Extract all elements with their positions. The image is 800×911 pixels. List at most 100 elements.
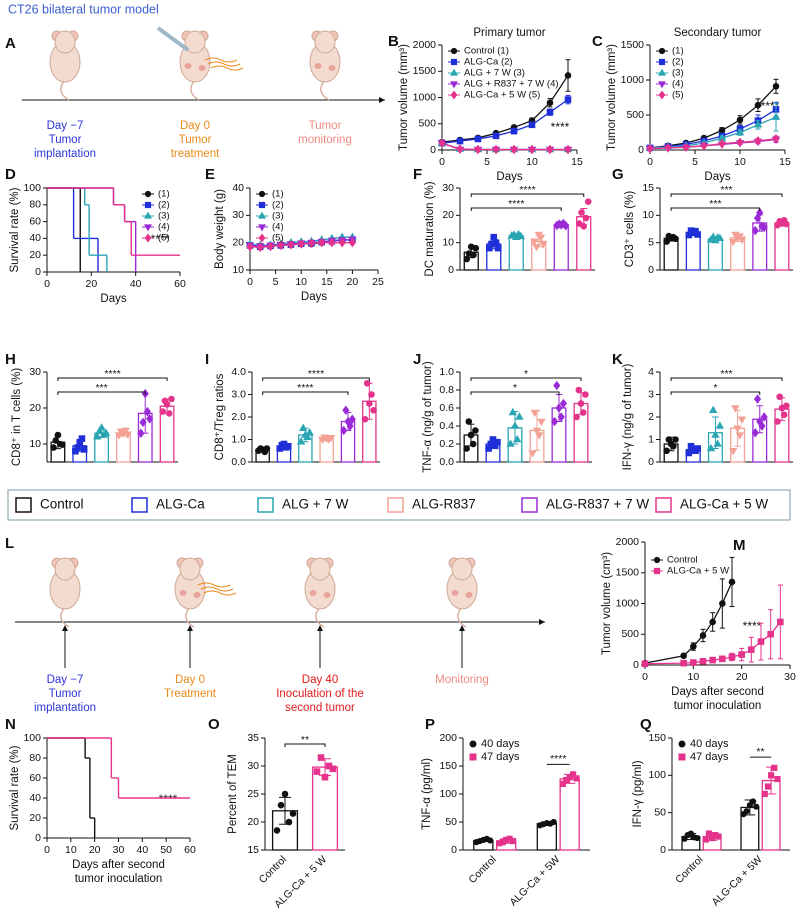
data-point [512, 434, 522, 443]
y-tick-label: 0.8 [439, 384, 454, 396]
data-point [664, 143, 672, 153]
significance-bracket [670, 377, 783, 381]
stage-label: implantation [34, 702, 96, 714]
y-tick-label: 15 [642, 182, 654, 194]
data-point [751, 225, 759, 236]
y-tick-label: 80 [29, 199, 41, 211]
y-tick-label: 35 [247, 732, 259, 744]
legend-label: (4) [158, 222, 170, 233]
data-point [472, 427, 479, 434]
legend-label: (3) [158, 211, 170, 222]
significance-label: **** [297, 382, 313, 394]
stage-label: implantation [34, 148, 96, 160]
legend-swatch [15, 497, 32, 513]
panel-letter: C [592, 33, 603, 50]
data-point [492, 144, 500, 155]
legend-box [7, 489, 791, 521]
data-point [690, 659, 697, 666]
data-point [555, 403, 563, 413]
tumor [179, 590, 187, 596]
data-point [579, 409, 587, 416]
data-point [492, 132, 500, 140]
x-tick-label: Control [257, 854, 289, 886]
y-tick-label: 0 [648, 264, 654, 276]
y-tick-label: 2000 [413, 39, 437, 51]
x-tick-label: Control [673, 854, 705, 886]
data-point [735, 127, 745, 136]
x-tick-label: 10 [295, 276, 307, 288]
x-tick-label: 60 [184, 844, 196, 856]
significance-bracket [670, 207, 761, 211]
stage-label: second tumor [285, 702, 355, 714]
y-tick-label: 25 [247, 788, 259, 800]
data-point [307, 238, 316, 248]
y-axis-label: IFN-γ (pg/ml) [632, 760, 644, 827]
y-tick-label: 10 [442, 236, 454, 248]
data-point [731, 405, 740, 413]
data-point [672, 436, 679, 443]
x-tick-label: 0 [439, 156, 445, 168]
data-point [474, 144, 482, 155]
stage-label: Day 40 [302, 674, 338, 686]
panel-letter: E [205, 166, 215, 183]
legend-marker [658, 47, 666, 55]
x-axis-label: Days after second [72, 859, 165, 871]
panel-letter: P [425, 716, 435, 733]
data-point [146, 414, 154, 424]
data-point [718, 138, 726, 149]
data-point [494, 438, 501, 446]
data-point [510, 144, 518, 155]
legend-marker [144, 224, 152, 232]
panel-letter: B [388, 33, 399, 50]
stage-label: treatment [171, 148, 220, 160]
timeline-marker-head [187, 625, 193, 631]
y-axis-label: CD8⁺/Treg ratios [214, 373, 226, 460]
y-tick-label: 2.0 [231, 411, 246, 423]
data-point [101, 428, 111, 436]
data-point [719, 655, 726, 663]
mouse-tail [190, 79, 200, 101]
y-axis-label: TNF-α (ng/g of tumor) [422, 361, 434, 473]
data-point [760, 412, 768, 422]
data-point [735, 432, 745, 440]
legend-label: (1) [158, 189, 170, 200]
data-point [159, 408, 167, 415]
y-tick-label: 40 [29, 792, 41, 804]
y-tick-label: 30 [442, 182, 454, 194]
x-axis-label: tumor inoculation [75, 873, 163, 885]
data-point [490, 233, 498, 241]
y-tick-label: 3.0 [231, 388, 246, 400]
data-point [92, 432, 102, 440]
laser [203, 590, 237, 596]
legend-label: 47 days [481, 751, 520, 763]
timeline-marker-head [459, 625, 465, 631]
y-tick-label: 100 [23, 182, 41, 194]
y-axis-label: Body weight (g) [214, 189, 226, 269]
data-point [534, 432, 544, 440]
data-point [699, 632, 707, 639]
data-point [546, 108, 554, 116]
x-axis-label: Days [100, 293, 126, 305]
bar [559, 778, 580, 851]
y-axis-label: DC maturation (%) [424, 181, 436, 276]
data-point [670, 442, 677, 450]
legend-label: (5) [272, 233, 284, 244]
data-point [137, 428, 145, 438]
data-point [570, 771, 577, 778]
data-point [342, 405, 350, 416]
data-point [575, 386, 583, 394]
y-tick-label: 0 [648, 456, 654, 468]
x-tick-label: 0 [247, 276, 253, 288]
data-point [516, 231, 525, 240]
data-point [536, 234, 546, 242]
data-point [318, 237, 326, 248]
data-point [562, 220, 570, 231]
x-tick-label: 0 [44, 278, 50, 290]
data-point [52, 437, 60, 444]
data-point [97, 423, 106, 431]
y-tick-label: 1 [648, 433, 654, 445]
data-point [298, 423, 308, 431]
data-point [728, 578, 736, 586]
data-point [690, 643, 697, 650]
data-point [537, 418, 546, 427]
